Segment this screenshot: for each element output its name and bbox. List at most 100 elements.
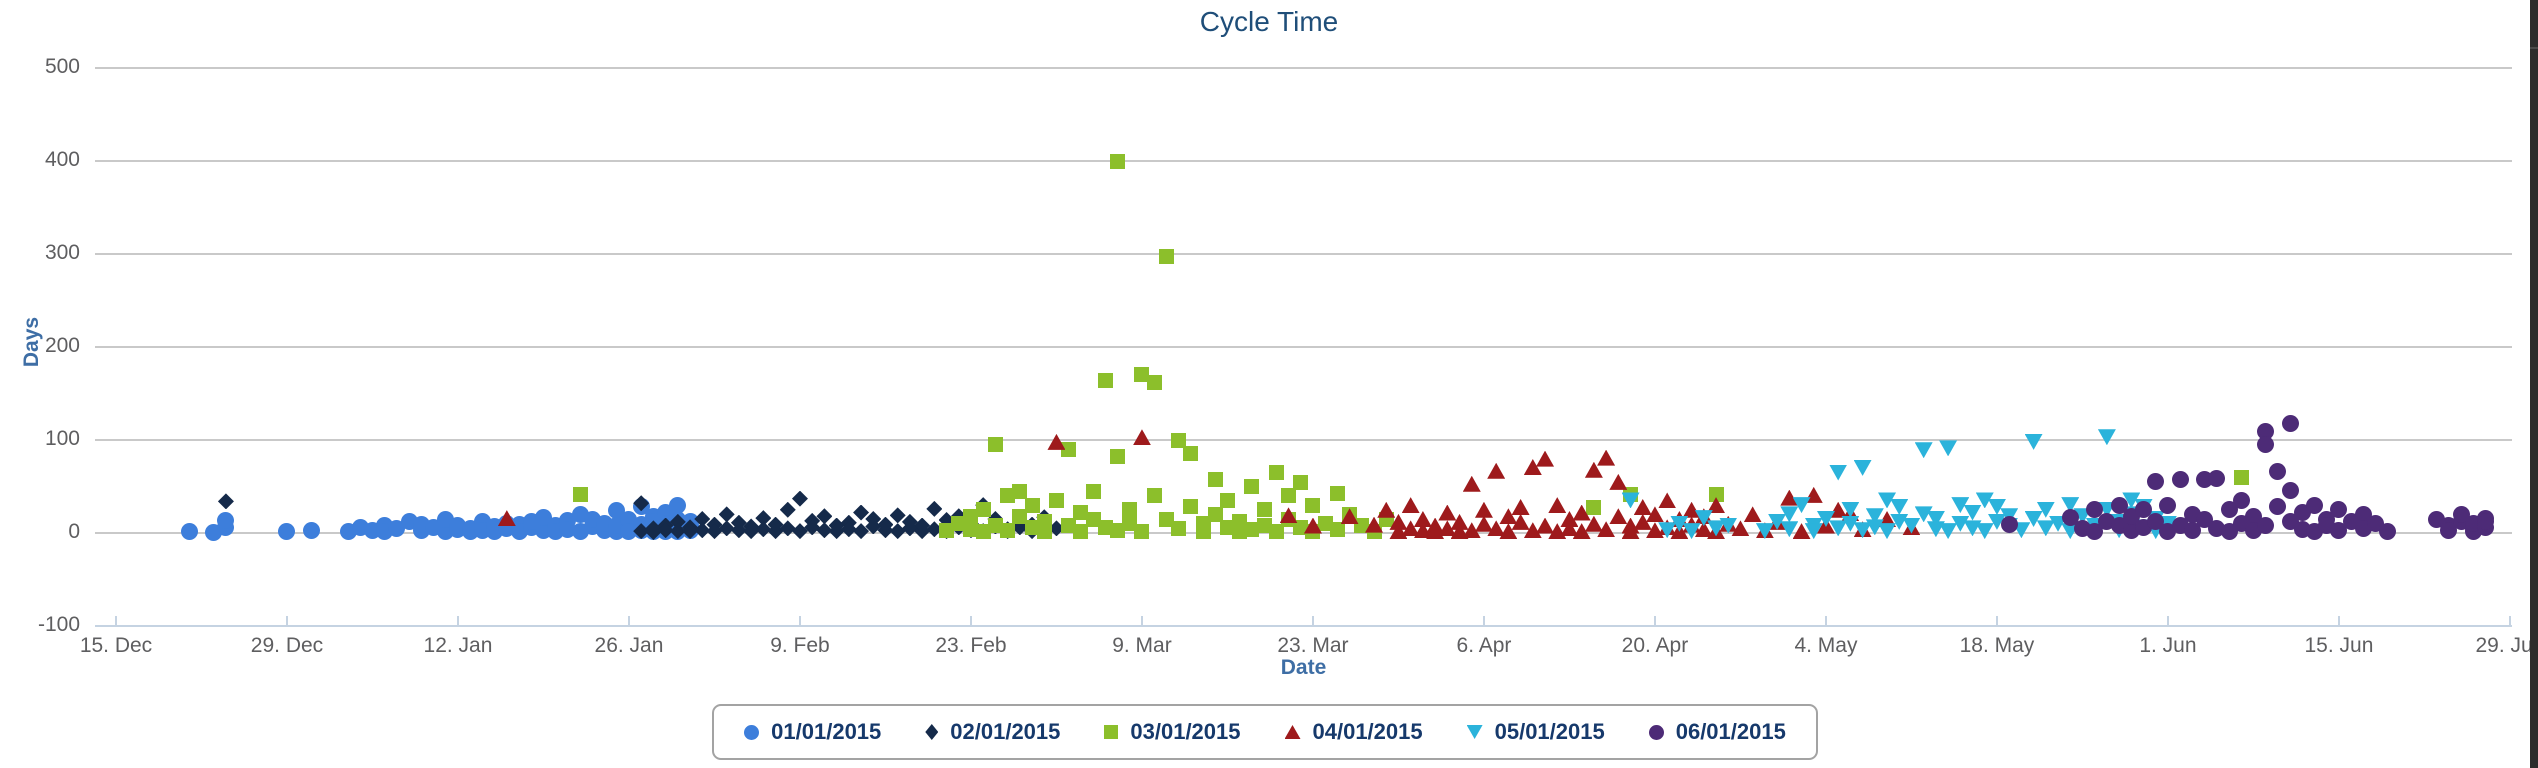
data-point-triangle-up[interactable] [1474,501,1493,518]
data-point-square[interactable] [987,437,1003,453]
data-point-diamond[interactable] [1048,520,1065,537]
data-point-circle[interactable] [669,496,687,514]
data-point-diamond[interactable] [840,521,857,538]
data-point-square[interactable] [1134,523,1150,539]
data-point-square[interactable] [2233,469,2249,485]
data-point-triangle-up[interactable] [1132,429,1151,446]
data-point-circle[interactable] [2000,516,2018,534]
data-point-square[interactable] [1146,488,1162,504]
data-point-triangle-up[interactable] [1536,517,1555,534]
legend-item-03-01-2015[interactable]: 03/01/2015 [1104,719,1241,745]
data-point-square[interactable] [1158,249,1174,265]
data-point-square[interactable] [1232,514,1248,530]
data-point-square[interactable] [1073,523,1089,539]
data-point-square[interactable] [1061,441,1077,457]
data-point-triangle-up[interactable] [1377,501,1396,518]
data-point-square[interactable] [987,518,1003,534]
data-point-triangle-up[interactable] [1401,497,1420,514]
data-point-circle[interactable] [2257,423,2275,441]
data-point-square[interactable] [1024,497,1040,513]
data-point-circle[interactable] [2257,517,2275,535]
data-point-square[interactable] [1122,516,1138,532]
data-point-triangle-up[interactable] [1511,498,1530,515]
legend-item-05-01-2015[interactable]: 05/01/2015 [1466,719,1605,745]
data-point-diamond[interactable] [791,490,808,507]
data-point-square[interactable] [1012,508,1028,524]
data-point-triangle-up[interactable] [1487,462,1506,479]
data-point-diamond[interactable] [730,514,747,531]
data-point-square[interactable] [1036,514,1052,530]
data-point-square[interactable] [1256,502,1272,518]
data-point-diamond[interactable] [926,521,943,538]
data-point-circle[interactable] [2147,473,2165,491]
data-point-triangle-down[interactable] [1890,498,1909,515]
data-point-square[interactable] [975,523,991,539]
data-point-square[interactable] [1329,521,1345,537]
data-point-triangle-down[interactable] [1853,459,1872,476]
data-point-circle[interactable] [2232,491,2250,509]
data-point-triangle-down[interactable] [2097,429,2116,446]
data-point-triangle-down[interactable] [1829,464,1848,481]
data-point-square[interactable] [1219,519,1235,535]
data-point-diamond[interactable] [669,513,686,530]
data-point-diamond[interactable] [767,516,784,533]
data-point-diamond[interactable] [816,508,833,525]
data-point-circle[interactable] [2330,521,2348,539]
data-point-diamond[interactable] [901,513,918,530]
data-point-circle[interactable] [2269,463,2287,481]
data-point-square[interactable] [1000,488,1016,504]
data-point-diamond[interactable] [853,523,870,540]
data-point-circle[interactable] [2306,496,2324,514]
data-point-triangle-up[interactable] [1438,504,1457,521]
data-point-circle[interactable] [2220,501,2238,519]
data-point-circle[interactable] [2086,501,2104,519]
data-point-circle[interactable] [2086,522,2104,540]
data-point-diamond[interactable] [828,523,845,540]
data-point-square[interactable] [1000,522,1016,538]
data-point-circle[interactable] [2477,513,2495,531]
data-point-diamond[interactable] [779,501,796,518]
data-point-square[interactable] [1256,518,1272,534]
data-point-diamond[interactable] [718,520,735,537]
data-point-diamond[interactable] [889,507,906,524]
data-point-square[interactable] [1171,520,1187,536]
data-point-diamond[interactable] [706,523,723,540]
data-point-circle[interactable] [2440,521,2458,539]
data-point-diamond[interactable] [865,511,882,528]
legend-item-06-01-2015[interactable]: 06/01/2015 [1648,719,1786,745]
data-point-triangle-down[interactable] [1914,442,1933,459]
data-point-square[interactable] [1061,518,1077,534]
data-point-square[interactable] [939,522,955,538]
data-point-square[interactable] [1158,511,1174,527]
data-point-square[interactable] [1024,519,1040,535]
data-point-square[interactable] [1708,487,1724,503]
data-point-triangle-up[interactable] [1536,450,1555,467]
data-point-square[interactable] [963,521,979,537]
data-point-square[interactable] [1085,512,1101,528]
data-point-circle[interactable] [2159,496,2177,514]
data-point-circle[interactable] [2379,522,2397,540]
data-point-square[interactable] [963,508,979,524]
data-point-diamond[interactable] [889,523,906,540]
data-point-square[interactable] [1110,449,1126,465]
data-point-diamond[interactable] [657,522,674,539]
data-point-diamond[interactable] [682,523,699,540]
data-point-square[interactable] [1097,519,1113,535]
data-point-diamond[interactable] [779,520,796,537]
data-point-diamond[interactable] [755,521,772,538]
data-point-diamond[interactable] [718,506,735,523]
data-point-diamond[interactable] [694,522,711,539]
data-point-square[interactable] [1207,506,1223,522]
data-point-square[interactable] [1244,479,1260,494]
data-point-diamond[interactable] [804,519,821,536]
data-point-square[interactable] [1219,492,1235,508]
data-point-square[interactable] [1048,492,1064,508]
data-point-diamond[interactable] [743,523,760,540]
data-point-circle[interactable] [2135,501,2153,519]
data-point-square[interactable] [975,502,991,518]
data-point-diamond[interactable] [633,495,650,512]
data-point-square[interactable] [1183,499,1199,515]
data-point-square[interactable] [1293,475,1309,491]
data-point-circle[interactable] [302,521,320,539]
legend-item-02-01-2015[interactable]: 02/01/2015 [925,719,1060,745]
